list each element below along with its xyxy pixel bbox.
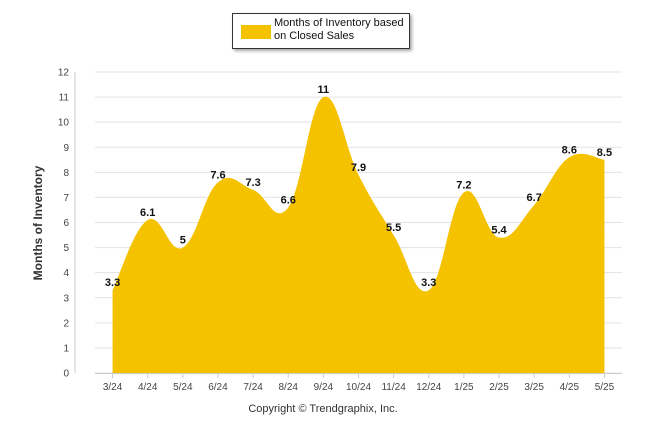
y-tick-label: 11 bbox=[59, 93, 70, 104]
axes bbox=[74, 72, 622, 378]
data-label: 8.6 bbox=[562, 144, 577, 156]
data-label: 5.4 bbox=[491, 225, 507, 237]
data-label: 5 bbox=[180, 235, 186, 247]
data-label: 3.3 bbox=[105, 277, 120, 289]
series-area bbox=[112, 96, 605, 373]
x-tick-label: 2/25 bbox=[489, 382, 509, 393]
series-area-layer bbox=[112, 96, 605, 373]
y-tick-label: 10 bbox=[58, 118, 70, 129]
data-label: 7.3 bbox=[245, 177, 260, 189]
x-tick-label: 4/24 bbox=[138, 382, 158, 393]
data-label: 7.6 bbox=[210, 169, 225, 181]
y-tick-label: 9 bbox=[63, 143, 69, 154]
data-labels: 3.3 6.1 5 7.6 7.3 6.6 11 7.9 5.5 3.3 7.2 5.4 6.7 8.6 8… bbox=[105, 84, 612, 289]
x-tick-label: 3/24 bbox=[103, 382, 123, 393]
data-label: 7.9 bbox=[351, 162, 366, 174]
x-tick-label: 4/25 bbox=[560, 382, 580, 393]
y-tick-label: 1 bbox=[63, 343, 69, 354]
data-label: 6.6 bbox=[281, 194, 296, 206]
x-tick-label: 1/25 bbox=[454, 382, 474, 393]
y-tick-label: 8 bbox=[63, 168, 69, 179]
legend-label: Months of Inventory based on Closed Sale… bbox=[274, 17, 404, 42]
y-tick-label: 2 bbox=[63, 318, 69, 329]
data-label: 8.5 bbox=[597, 147, 612, 159]
data-label: 6.7 bbox=[527, 192, 542, 204]
x-tick-label: 8/24 bbox=[278, 382, 298, 393]
data-label: 6.1 bbox=[140, 207, 155, 219]
x-tick-label: 10/24 bbox=[346, 382, 371, 393]
data-label: 7.2 bbox=[456, 179, 471, 191]
y-tick-label: 3 bbox=[63, 293, 69, 304]
copyright-footer: Copyright © Trendgraphix, Inc. bbox=[248, 403, 398, 415]
data-label: 3.3 bbox=[421, 277, 436, 289]
x-tick-label: 11/24 bbox=[381, 382, 406, 393]
data-label: 5.5 bbox=[386, 222, 401, 234]
y-tick-label: 12 bbox=[58, 68, 70, 79]
x-tick-label: 9/24 bbox=[314, 382, 334, 393]
x-tick-label: 5/25 bbox=[595, 382, 615, 393]
x-tick-label: 7/24 bbox=[243, 382, 263, 393]
y-tick-label: 0 bbox=[63, 369, 69, 380]
y-tick-label: 5 bbox=[63, 243, 69, 254]
legend-swatch bbox=[241, 25, 271, 39]
x-tick-label: 6/24 bbox=[208, 382, 228, 393]
x-tick-label: 12/24 bbox=[416, 382, 441, 393]
x-tick-label: 5/24 bbox=[173, 382, 193, 393]
y-tick-label: 7 bbox=[63, 193, 69, 204]
y-axis-title: Months of Inventory bbox=[31, 165, 45, 280]
y-tick-label: 4 bbox=[63, 268, 69, 279]
data-label: 11 bbox=[318, 84, 330, 96]
y-tick-label: 6 bbox=[63, 218, 69, 229]
x-tick-label: 3/25 bbox=[524, 382, 544, 393]
legend: Months of Inventory based on Closed Sale… bbox=[232, 13, 410, 49]
